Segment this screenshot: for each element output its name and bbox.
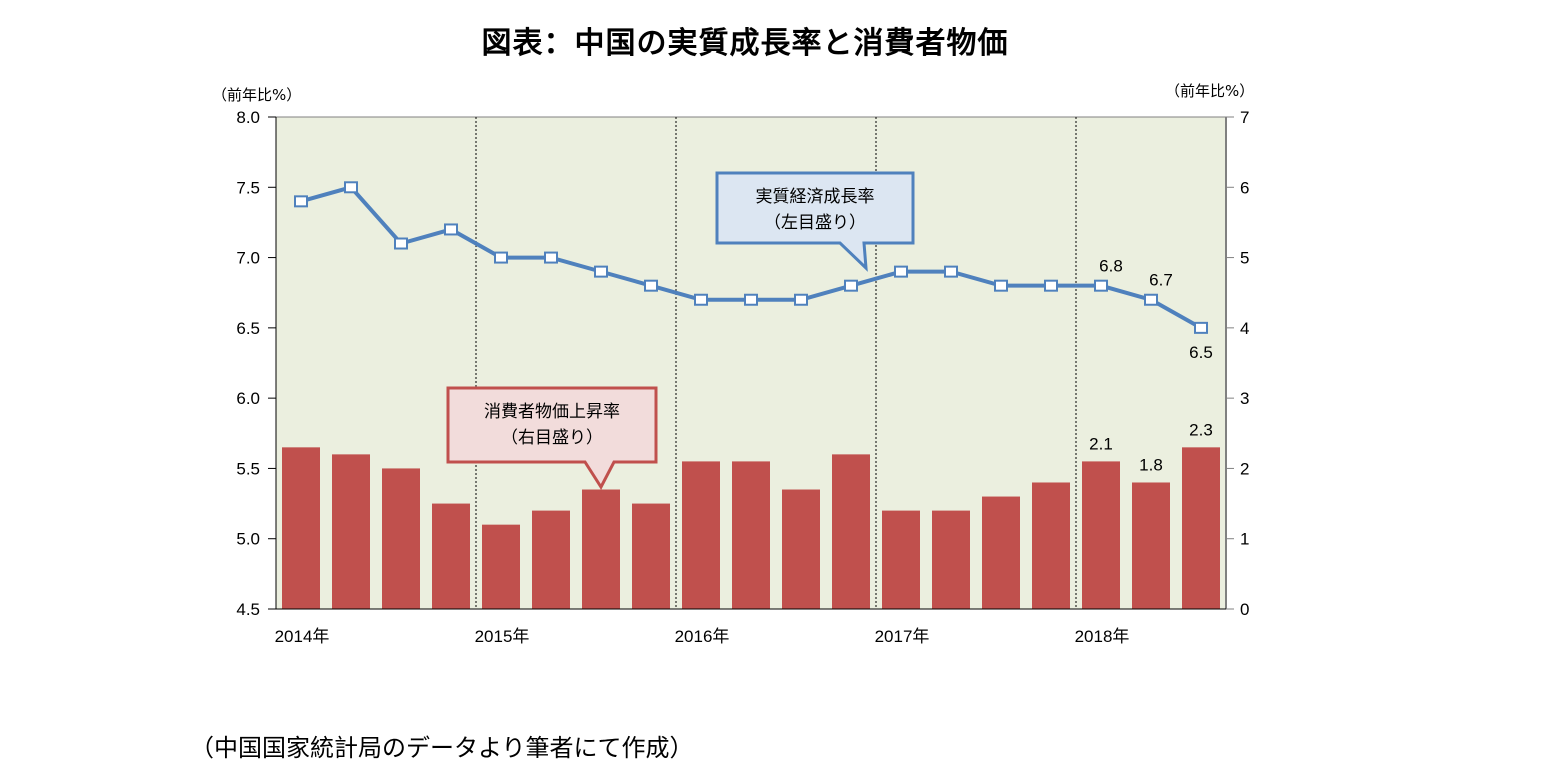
x-tick-label: 2016年 — [675, 627, 730, 646]
cpi-bar — [782, 489, 820, 609]
cpi-data-label: 1.8 — [1139, 455, 1163, 474]
left-tick-label: 5.5 — [236, 459, 260, 478]
cpi-bar — [332, 454, 370, 609]
source-note: （中国国家統計局のデータより筆者にて作成） — [190, 734, 694, 762]
right-axis-unit: （前年比%） — [1165, 82, 1255, 100]
gdp-marker — [444, 223, 458, 236]
x-tick-label: 2015年 — [475, 627, 530, 646]
gdp-marker — [544, 251, 558, 264]
cpi-bar — [1182, 447, 1220, 609]
gdp-marker — [494, 251, 508, 264]
gdp-marker — [344, 181, 358, 194]
cpi-bar — [732, 461, 770, 609]
cpi-bar — [982, 496, 1020, 609]
cpi-bar — [282, 447, 320, 609]
cpi-bar — [1082, 461, 1120, 609]
gdp-marker — [694, 293, 708, 306]
cpi-bar — [632, 503, 670, 609]
gdp-marker — [1094, 279, 1108, 292]
cpi-bar — [882, 510, 920, 609]
gdp-data-label: 6.8 — [1099, 257, 1123, 276]
cpi-data-label: 2.3 — [1189, 420, 1213, 439]
cpi-bar — [582, 489, 620, 609]
gdp-marker — [394, 237, 408, 250]
gdp-marker — [294, 195, 308, 208]
gdp-marker — [644, 279, 658, 292]
cpi-bar — [482, 524, 520, 609]
gdp-marker — [594, 265, 608, 278]
right-tick-label: 1 — [1240, 530, 1249, 549]
cpi-callout-line2: （右目盛り） — [501, 428, 603, 447]
gdp-callout-line1: 実質経済成長率 — [756, 187, 875, 206]
right-tick-label: 7 — [1240, 108, 1249, 127]
left-tick-label: 4.5 — [236, 600, 260, 619]
gdp-marker — [744, 293, 758, 306]
x-tick-label: 2017年 — [875, 627, 930, 646]
gdp-marker — [1044, 279, 1058, 292]
cpi-bar — [932, 510, 970, 609]
cpi-bar — [532, 510, 570, 609]
gdp-data-label: 6.7 — [1149, 271, 1173, 290]
left-tick-label: 7.0 — [236, 249, 260, 268]
right-tick-label: 3 — [1240, 389, 1249, 408]
cpi-callout-box — [446, 386, 658, 490]
right-tick-label: 2 — [1240, 459, 1249, 478]
left-tick-label: 7.5 — [236, 178, 260, 197]
gdp-marker — [844, 279, 858, 292]
x-tick-label: 2018年 — [1075, 627, 1130, 646]
cpi-bar — [682, 461, 720, 609]
gdp-callout-line2: （左目盛り） — [764, 213, 866, 232]
gdp-marker — [994, 279, 1008, 292]
gdp-marker — [1194, 321, 1208, 334]
gdp-data-label: 6.5 — [1189, 343, 1213, 362]
gdp-marker — [1144, 293, 1158, 306]
left-tick-label: 5.0 — [236, 530, 260, 549]
cpi-bar — [832, 454, 870, 609]
gdp-marker — [794, 293, 808, 306]
cpi-bar — [1032, 482, 1070, 609]
right-tick-label: 6 — [1240, 178, 1249, 197]
right-tick-label: 0 — [1240, 600, 1249, 619]
right-tick-label: 4 — [1240, 319, 1249, 338]
cpi-bar — [1132, 482, 1170, 609]
left-axis-unit: （前年比%） — [212, 86, 302, 104]
left-tick-label: 6.0 — [236, 389, 260, 408]
gdp-marker — [944, 265, 958, 278]
right-tick-label: 5 — [1240, 249, 1249, 268]
left-tick-label: 8.0 — [236, 108, 260, 127]
x-tick-label: 2014年 — [275, 627, 330, 646]
chart-title: 図表：中国の実質成長率と消費者物価 — [481, 26, 1009, 61]
cpi-bar — [432, 503, 470, 609]
gdp-marker — [894, 265, 908, 278]
gdp-callout-box — [715, 171, 915, 272]
cpi-callout-line1: 消費者物価上昇率 — [484, 402, 620, 421]
cpi-bar — [382, 468, 420, 609]
left-tick-label: 6.5 — [236, 319, 260, 338]
cpi-data-label: 2.1 — [1089, 434, 1113, 453]
